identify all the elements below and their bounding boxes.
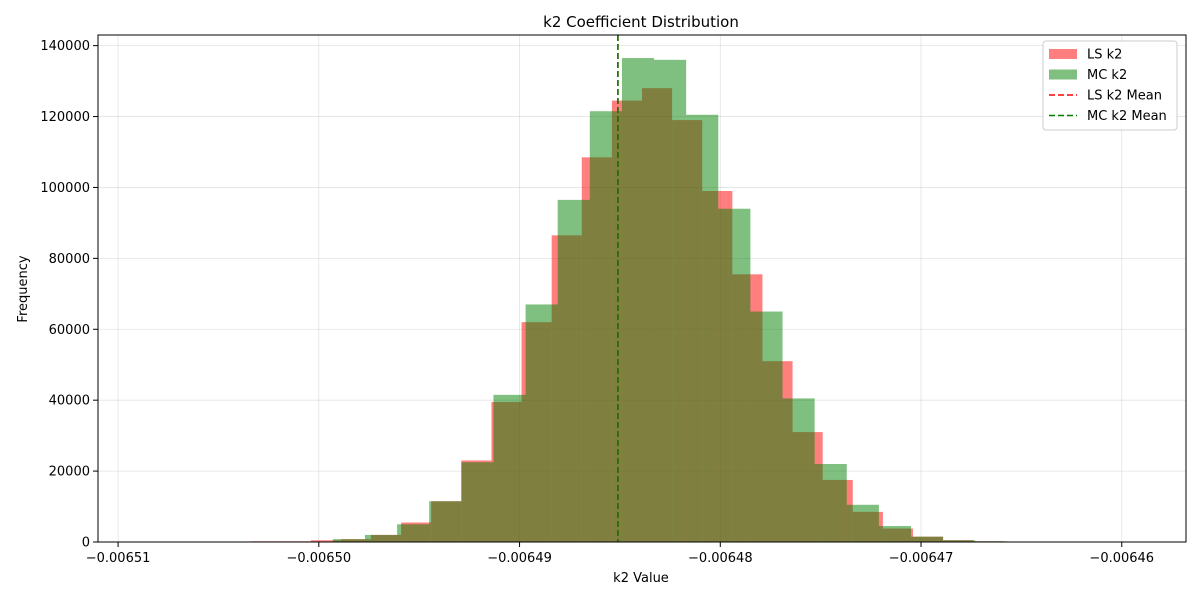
x-tick-label: −0.00651 [86, 551, 151, 566]
histogram-bar [814, 464, 847, 542]
plot-frame [97, 34, 1187, 543]
histogram-bar [846, 504, 879, 542]
histogram-bar [621, 58, 655, 542]
histogram-bar [397, 524, 430, 542]
legend-label: MC k2 [1087, 68, 1127, 83]
histogram-bar [878, 526, 911, 542]
bar-layer [250, 58, 1034, 543]
legend-swatch [1049, 69, 1077, 80]
histogram-bar [654, 59, 687, 543]
y-axis-ticks: 0 20000 40000 60000 80000 100000 120000 140000 [40, 39, 98, 551]
legend: LS k2 MC k2 LS k2 Mean MC k2 Mean [1042, 40, 1178, 131]
histogram-bar [332, 539, 365, 542]
x-tick-label: −0.00649 [487, 551, 552, 566]
y-tick-label: 140000 [40, 39, 90, 54]
x-tick-label: −0.00648 [688, 551, 753, 566]
histogram-bar [589, 111, 622, 543]
histogram-bar [525, 304, 558, 542]
histogram-bar [782, 398, 815, 542]
y-tick-label: 0 [82, 536, 90, 551]
histogram-bar [750, 311, 783, 542]
histogram-bar [686, 114, 719, 542]
histogram-bar [910, 536, 944, 542]
histogram-bar [718, 208, 751, 542]
legend-box [1042, 40, 1178, 131]
series-1 [332, 58, 1008, 543]
y-tick-label: 80000 [49, 252, 90, 267]
y-tick-label: 120000 [40, 110, 90, 125]
legend-swatch [1049, 49, 1077, 59]
histogram-bar [557, 199, 590, 542]
histogram-bar [943, 540, 976, 542]
y-tick-label: 40000 [49, 394, 90, 409]
histogram-bar [364, 534, 398, 542]
histogram-bar [310, 540, 341, 542]
histogram-bar [493, 394, 526, 542]
y-axis-label: Frequency [16, 255, 31, 322]
legend-label: LS k2 [1087, 48, 1122, 63]
histogram-bar [461, 462, 494, 542]
chart-title: k2 Coefficient Distribution [543, 13, 739, 31]
x-tick-label: −0.00646 [1089, 551, 1154, 566]
x-tick-label: −0.00647 [889, 551, 954, 566]
histogram-bar [429, 501, 462, 542]
x-tick-label: −0.00650 [286, 551, 351, 566]
y-tick-label: 20000 [49, 465, 90, 480]
x-axis-ticks: −0.00651 −0.00650 −0.00649 −0.00648 −0.00647… [86, 542, 1154, 566]
legend-label: MC k2 Mean [1087, 109, 1167, 124]
x-axis-label: k2 Value [613, 571, 669, 586]
y-tick-label: 60000 [49, 323, 90, 338]
legend-label: LS k2 Mean [1087, 89, 1162, 104]
y-tick-label: 100000 [40, 181, 90, 196]
